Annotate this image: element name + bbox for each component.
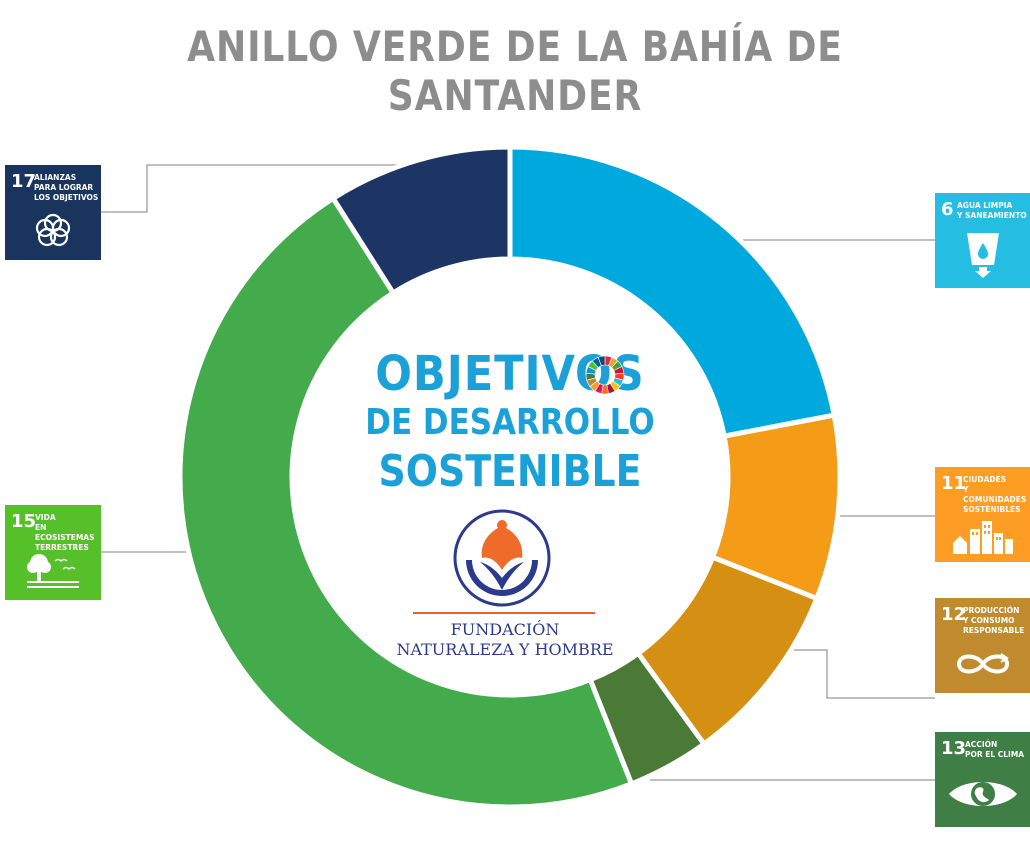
donut-slice-sdg-6 — [507, 144, 838, 440]
sdg-number: 12 — [941, 604, 967, 625]
city-buildings-icon — [953, 521, 1013, 554]
center-title-line2: DE DESARROLLO — [365, 402, 655, 443]
sdg-label: AGUA LIMPIA Y SANEAMIENTO — [957, 201, 1027, 220]
organization-name-line1: FUNDACIÓN — [450, 620, 560, 639]
leader-line — [101, 164, 405, 213]
sdg-tile-15: 15 VIDA EN ECOSISTEMAS TERRESTRES — [5, 505, 101, 600]
infinity-loop-icon — [956, 653, 1010, 674]
sdg-tile-11: 11 CIUDADES Y COMUNIDADES SOSTENIBLES — [935, 467, 1030, 562]
earth-eye-icon — [949, 782, 1017, 806]
center-title-line3: SOSTENIBLE — [378, 446, 642, 497]
organization-logo — [453, 509, 551, 607]
donut-slice-sdg-17 — [329, 144, 513, 297]
tree-birds-icon — [27, 554, 79, 588]
sdg-label: ALIANZAS PARA LOGRAR LOS OBJETIVOS — [34, 173, 99, 202]
sdg-tile-6: 6 AGUA LIMPIA Y SANEAMIENTO — [935, 193, 1030, 288]
donut-slice-sdg-15 — [177, 194, 635, 810]
sdg-label: PRODUCCIÓN Y CONSUMO RESPONSABLE — [963, 606, 1025, 635]
sdg-number: 17 — [11, 171, 37, 192]
organization-divider — [413, 612, 595, 614]
sdg-tile-17: 17 ALIANZAS PARA LOGRAR LOS OBJETIVOS — [5, 165, 101, 260]
organization-name-line2: NATURALEZA Y HOMBRE — [396, 640, 614, 659]
sdg-number: 11 — [941, 473, 967, 494]
page-title: ANILLO VERDE DE LA BAHÍA DE SANTANDER — [187, 22, 843, 120]
leader-line — [790, 649, 935, 699]
sdg-tile-13: 13 ACCIÓN POR EL CLIMA — [935, 732, 1030, 827]
sdg-number: 6 — [941, 199, 954, 220]
sdg-label: CIUDADES Y COMUNIDADES SOSTENIBLES — [963, 475, 1027, 514]
water-glass-icon — [967, 233, 999, 278]
interlocking-rings-icon — [35, 213, 71, 247]
sdg-label: VIDA EN ECOSISTEMAS TERRESTRES — [35, 513, 95, 552]
sdg-number: 15 — [11, 511, 37, 532]
sdg-wheel-segment — [597, 355, 606, 367]
sdg-number: 13 — [941, 738, 967, 759]
sdg-wheel-icon — [585, 355, 625, 395]
sdg-tile-12: 12 PRODUCCIÓN Y CONSUMO RESPONSABLE — [935, 598, 1030, 693]
sdg-label: ACCIÓN POR EL CLIMA — [965, 740, 1025, 759]
